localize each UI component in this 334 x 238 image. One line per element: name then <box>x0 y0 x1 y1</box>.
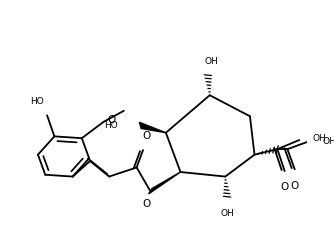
Text: O: O <box>281 182 289 192</box>
Polygon shape <box>149 172 180 194</box>
Text: O: O <box>143 198 151 208</box>
Text: OH: OH <box>220 208 234 218</box>
Text: O: O <box>143 131 151 141</box>
Text: OH: OH <box>322 137 334 146</box>
Text: O: O <box>108 115 116 125</box>
Polygon shape <box>139 122 166 133</box>
Text: OH: OH <box>205 57 218 66</box>
Text: O: O <box>291 181 299 191</box>
Text: OH: OH <box>312 134 326 143</box>
Text: HO: HO <box>105 121 118 130</box>
Text: HO: HO <box>30 97 43 106</box>
